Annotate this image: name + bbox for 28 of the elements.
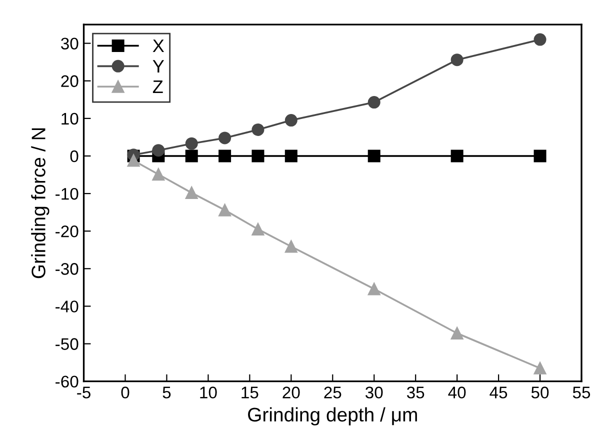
x-tick-label: 45 — [490, 386, 508, 398]
legend-label: Y — [152, 60, 164, 72]
y-tick-label: -40 — [56, 300, 78, 312]
x-tick-label: 25 — [324, 386, 342, 398]
x-tick-label: 30 — [365, 386, 383, 398]
legend-label: Z — [152, 80, 163, 93]
y-tick-label: 0 — [70, 150, 78, 162]
y-tick-label: 10 — [62, 112, 78, 125]
x-tick-label: 35 — [406, 386, 424, 398]
x-tick-label: 15 — [242, 386, 258, 398]
x-tick-label: 10 — [200, 386, 217, 398]
x-axis-title: Grinding depth / μm — [248, 407, 417, 426]
y-tick-label: -20 — [56, 226, 78, 238]
x-tick-label: 55 — [572, 386, 590, 398]
y-axis-title: Grinding force / N — [31, 128, 50, 278]
y-tick-label: -10 — [56, 188, 78, 200]
y-tick-label: -60 — [56, 376, 78, 388]
y-tick-label: 20 — [61, 75, 78, 88]
y-tick-label: -30 — [56, 263, 78, 275]
x-tick-label: -5 — [77, 386, 90, 398]
x-tick-label: 5 — [162, 386, 171, 398]
y-tick-label: 30 — [61, 38, 78, 50]
x-tick-label: 20 — [282, 386, 300, 398]
x-tick-label: 40 — [448, 386, 466, 398]
x-tick-label: 50 — [531, 386, 549, 398]
legend-label: X — [152, 40, 164, 52]
x-tick-label: 0 — [121, 386, 130, 398]
y-tick-label: -50 — [56, 338, 78, 350]
